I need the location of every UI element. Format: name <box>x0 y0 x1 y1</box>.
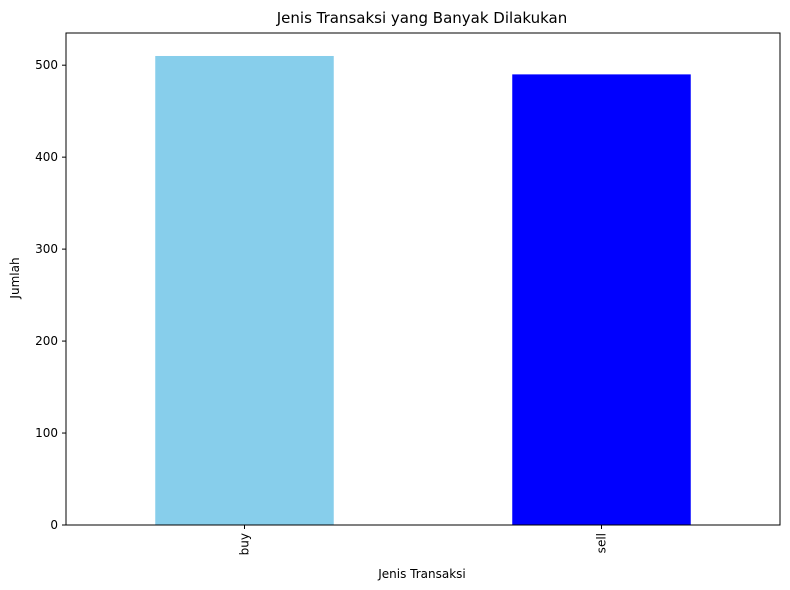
y-tick-label: 100 <box>35 426 58 440</box>
y-tick-label: 400 <box>35 150 58 164</box>
axes-frame <box>65 32 781 526</box>
x-tick-label: sell <box>595 533 609 553</box>
chart-title: Jenis Transaksi yang Banyak Dilakukan <box>276 9 568 27</box>
x-axis-ticks: buy sell <box>238 525 609 555</box>
x-tick-label: buy <box>238 533 252 555</box>
bar-buy <box>155 55 334 525</box>
bars-group <box>155 55 691 525</box>
x-axis-label: Jenis Transaksi <box>377 567 466 581</box>
y-axis-ticks: 0 100 200 300 400 500 <box>35 58 66 532</box>
y-tick-label: 200 <box>35 334 58 348</box>
y-tick-label: 300 <box>35 242 58 256</box>
bar-sell <box>512 74 691 525</box>
y-tick-label: 0 <box>50 518 58 532</box>
y-tick-label: 500 <box>35 58 58 72</box>
plot-area: 0 100 200 300 400 500 buy sell <box>35 32 781 555</box>
y-axis-label: Jumlah <box>8 257 22 299</box>
